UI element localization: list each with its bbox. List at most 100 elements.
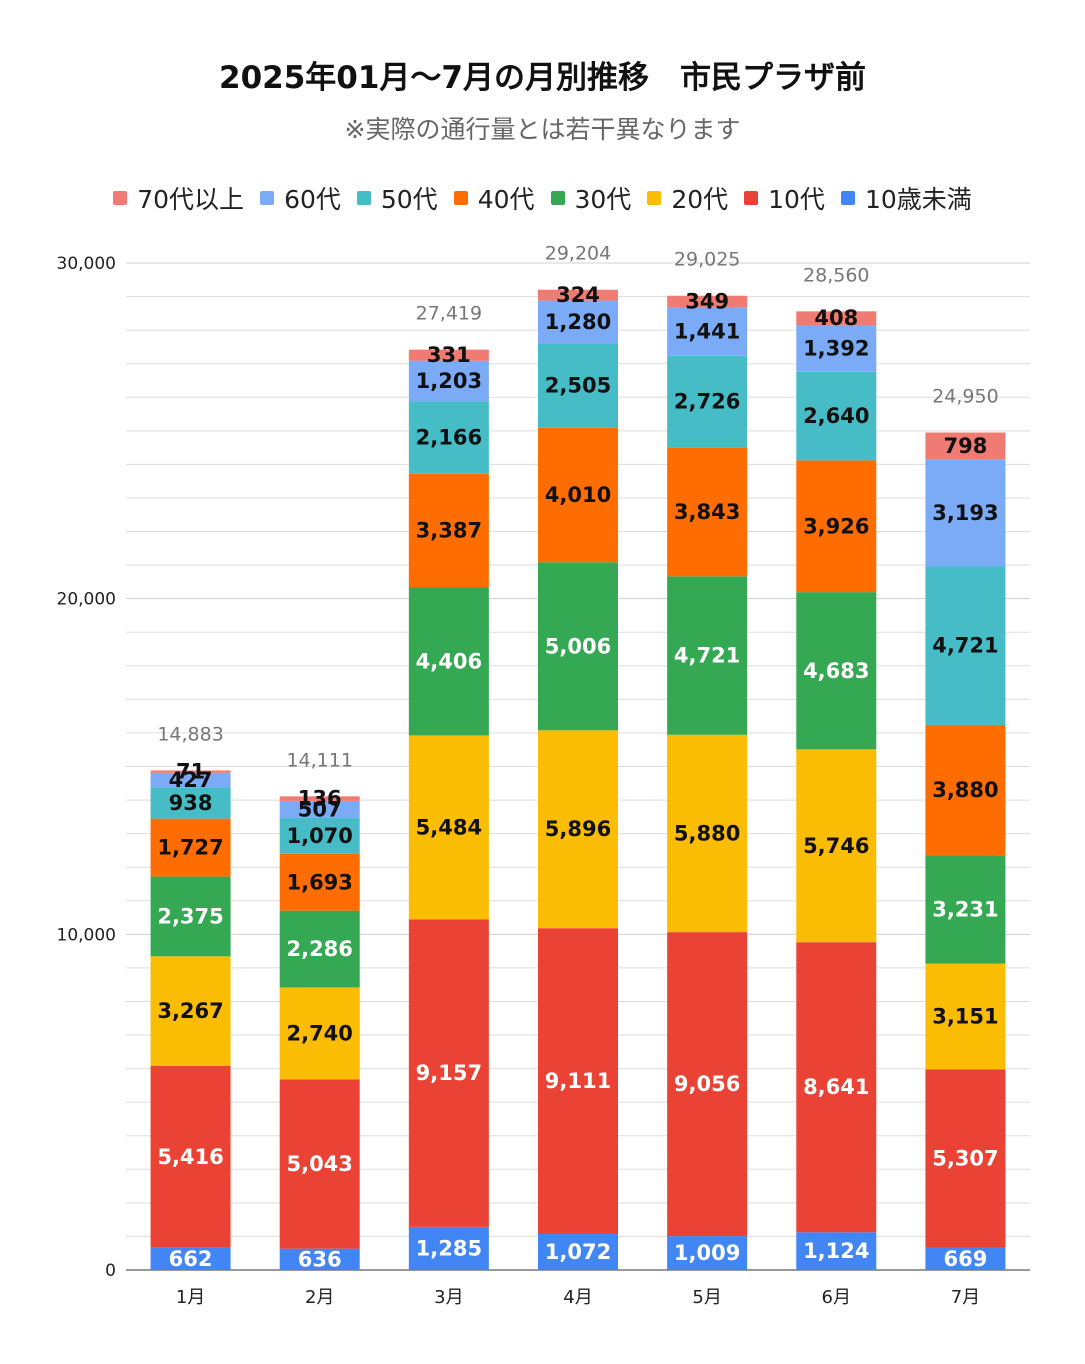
legend-item: 70代以上 [113,180,244,216]
data-label: 349 [685,290,729,314]
y-tick-label: 10,000 [57,925,116,945]
bar-segment [925,432,1006,460]
total-label: 28,560 [803,264,869,286]
data-label: 636 [298,1247,342,1271]
total-label: 24,950 [932,386,998,408]
legend-swatch [260,191,275,205]
data-label: 2,166 [416,425,482,449]
data-label: 9,056 [674,1072,740,1096]
data-label: 5,896 [545,817,611,841]
bar-stack: 669 5,307 3,151 3,231 3,880 4,721 3,193 798 [925,432,1006,1271]
data-label: 9,111 [545,1069,611,1093]
data-label: 5,307 [932,1146,998,1170]
bar-segment [667,734,748,933]
data-label: 1,693 [286,870,352,894]
data-label: 5,416 [157,1145,223,1169]
x-tick-label: 7月 [951,1287,980,1308]
bar-segment [408,349,489,361]
legend-swatch [356,191,371,205]
bar-segment [538,562,618,731]
bar-segment [796,311,877,326]
bar-segment [150,1247,231,1270]
legend: 70代以上 60代 50代 40代 30代 20代 10代 10歳未満 [0,180,1085,216]
x-tick-label: 4月 [563,1287,592,1308]
y-tick-label: 0 [105,1261,116,1281]
total-label: 29,025 [674,249,740,271]
bar-segment [796,325,877,372]
bar-segment [279,817,360,854]
bar-segment [538,300,618,344]
bar-segment [796,749,877,943]
data-label: 507 [298,797,342,821]
bar-segment [538,928,618,1235]
legend-swatch [550,191,565,205]
legend-label: 70代以上 [137,185,245,214]
legend-label: 40代 [477,185,535,214]
x-tick-label: 1月 [176,1287,205,1308]
bar-segment [667,447,748,577]
data-label: 1,285 [416,1236,482,1260]
bar-segment [279,910,360,988]
bar-segment [538,730,618,929]
data-label: 8,641 [803,1075,869,1099]
y-tick-label: 20,000 [57,590,116,610]
bar-stack: 1,072 9,111 5,896 5,006 4,010 2,505 1,280 324 [538,283,618,1270]
data-label: 2,286 [286,937,352,961]
data-label: 669 [944,1247,988,1271]
data-label: 3,267 [157,999,223,1023]
legend-swatch [744,191,759,205]
legend-label: 50代 [380,185,438,214]
bar-segment [538,1234,618,1270]
data-label: 3,843 [674,500,740,524]
legend-label: 20代 [671,185,729,214]
data-label: 5,484 [416,815,482,839]
bar-segment [796,942,877,1233]
data-label: 1,441 [674,320,740,344]
x-tick-label: 5月 [692,1287,721,1308]
legend-swatch [840,191,855,205]
data-label: 4,406 [416,649,482,673]
bar-segment [408,735,489,920]
bar-segment [925,1247,1006,1270]
data-label: 5,746 [803,834,869,858]
bar-segment [408,1226,489,1270]
bar-segment [279,1248,360,1270]
bar-segment [150,818,231,877]
data-label: 3,193 [932,501,998,525]
bar-segment [925,1069,1006,1248]
y-tick-label: 30,000 [57,254,116,274]
bar-segment [925,963,1006,1070]
bar-stack: 1,009 9,056 5,880 4,721 3,843 2,726 1,441 349 [667,290,748,1270]
bar-stack: 1,124 8,641 5,746 4,683 3,926 2,640 1,392 408 [796,306,877,1270]
bar-segment [925,566,1006,725]
legend-label: 60代 [284,185,341,214]
x-tick-label: 2月 [305,1287,334,1308]
bar-segment [925,459,1006,567]
legend-item: 40代 [453,180,535,216]
data-label: 938 [169,791,213,815]
data-label: 1,727 [157,836,223,860]
bar-segment [796,592,877,750]
data-label: 71 [176,760,205,784]
legend-swatch [453,191,468,205]
data-label: 1,072 [545,1240,611,1264]
bar-segment [408,360,489,402]
total-label: 14,111 [286,749,352,771]
bar-segment [538,343,618,428]
data-label: 324 [556,283,600,307]
data-label: 3,880 [932,778,998,802]
x-tick-label: 3月 [434,1287,463,1308]
bar-segment [279,800,360,818]
bar-segment [796,460,877,593]
data-label: 5,006 [545,634,611,658]
data-label: 798 [944,434,988,458]
data-label: 3,151 [932,1005,998,1029]
legend-item: 50代 [356,180,438,216]
bar-segment [150,1065,231,1248]
bar-segment [667,307,748,356]
legend-label: 10歳未満 [864,185,972,214]
bar-segment [150,956,231,1066]
